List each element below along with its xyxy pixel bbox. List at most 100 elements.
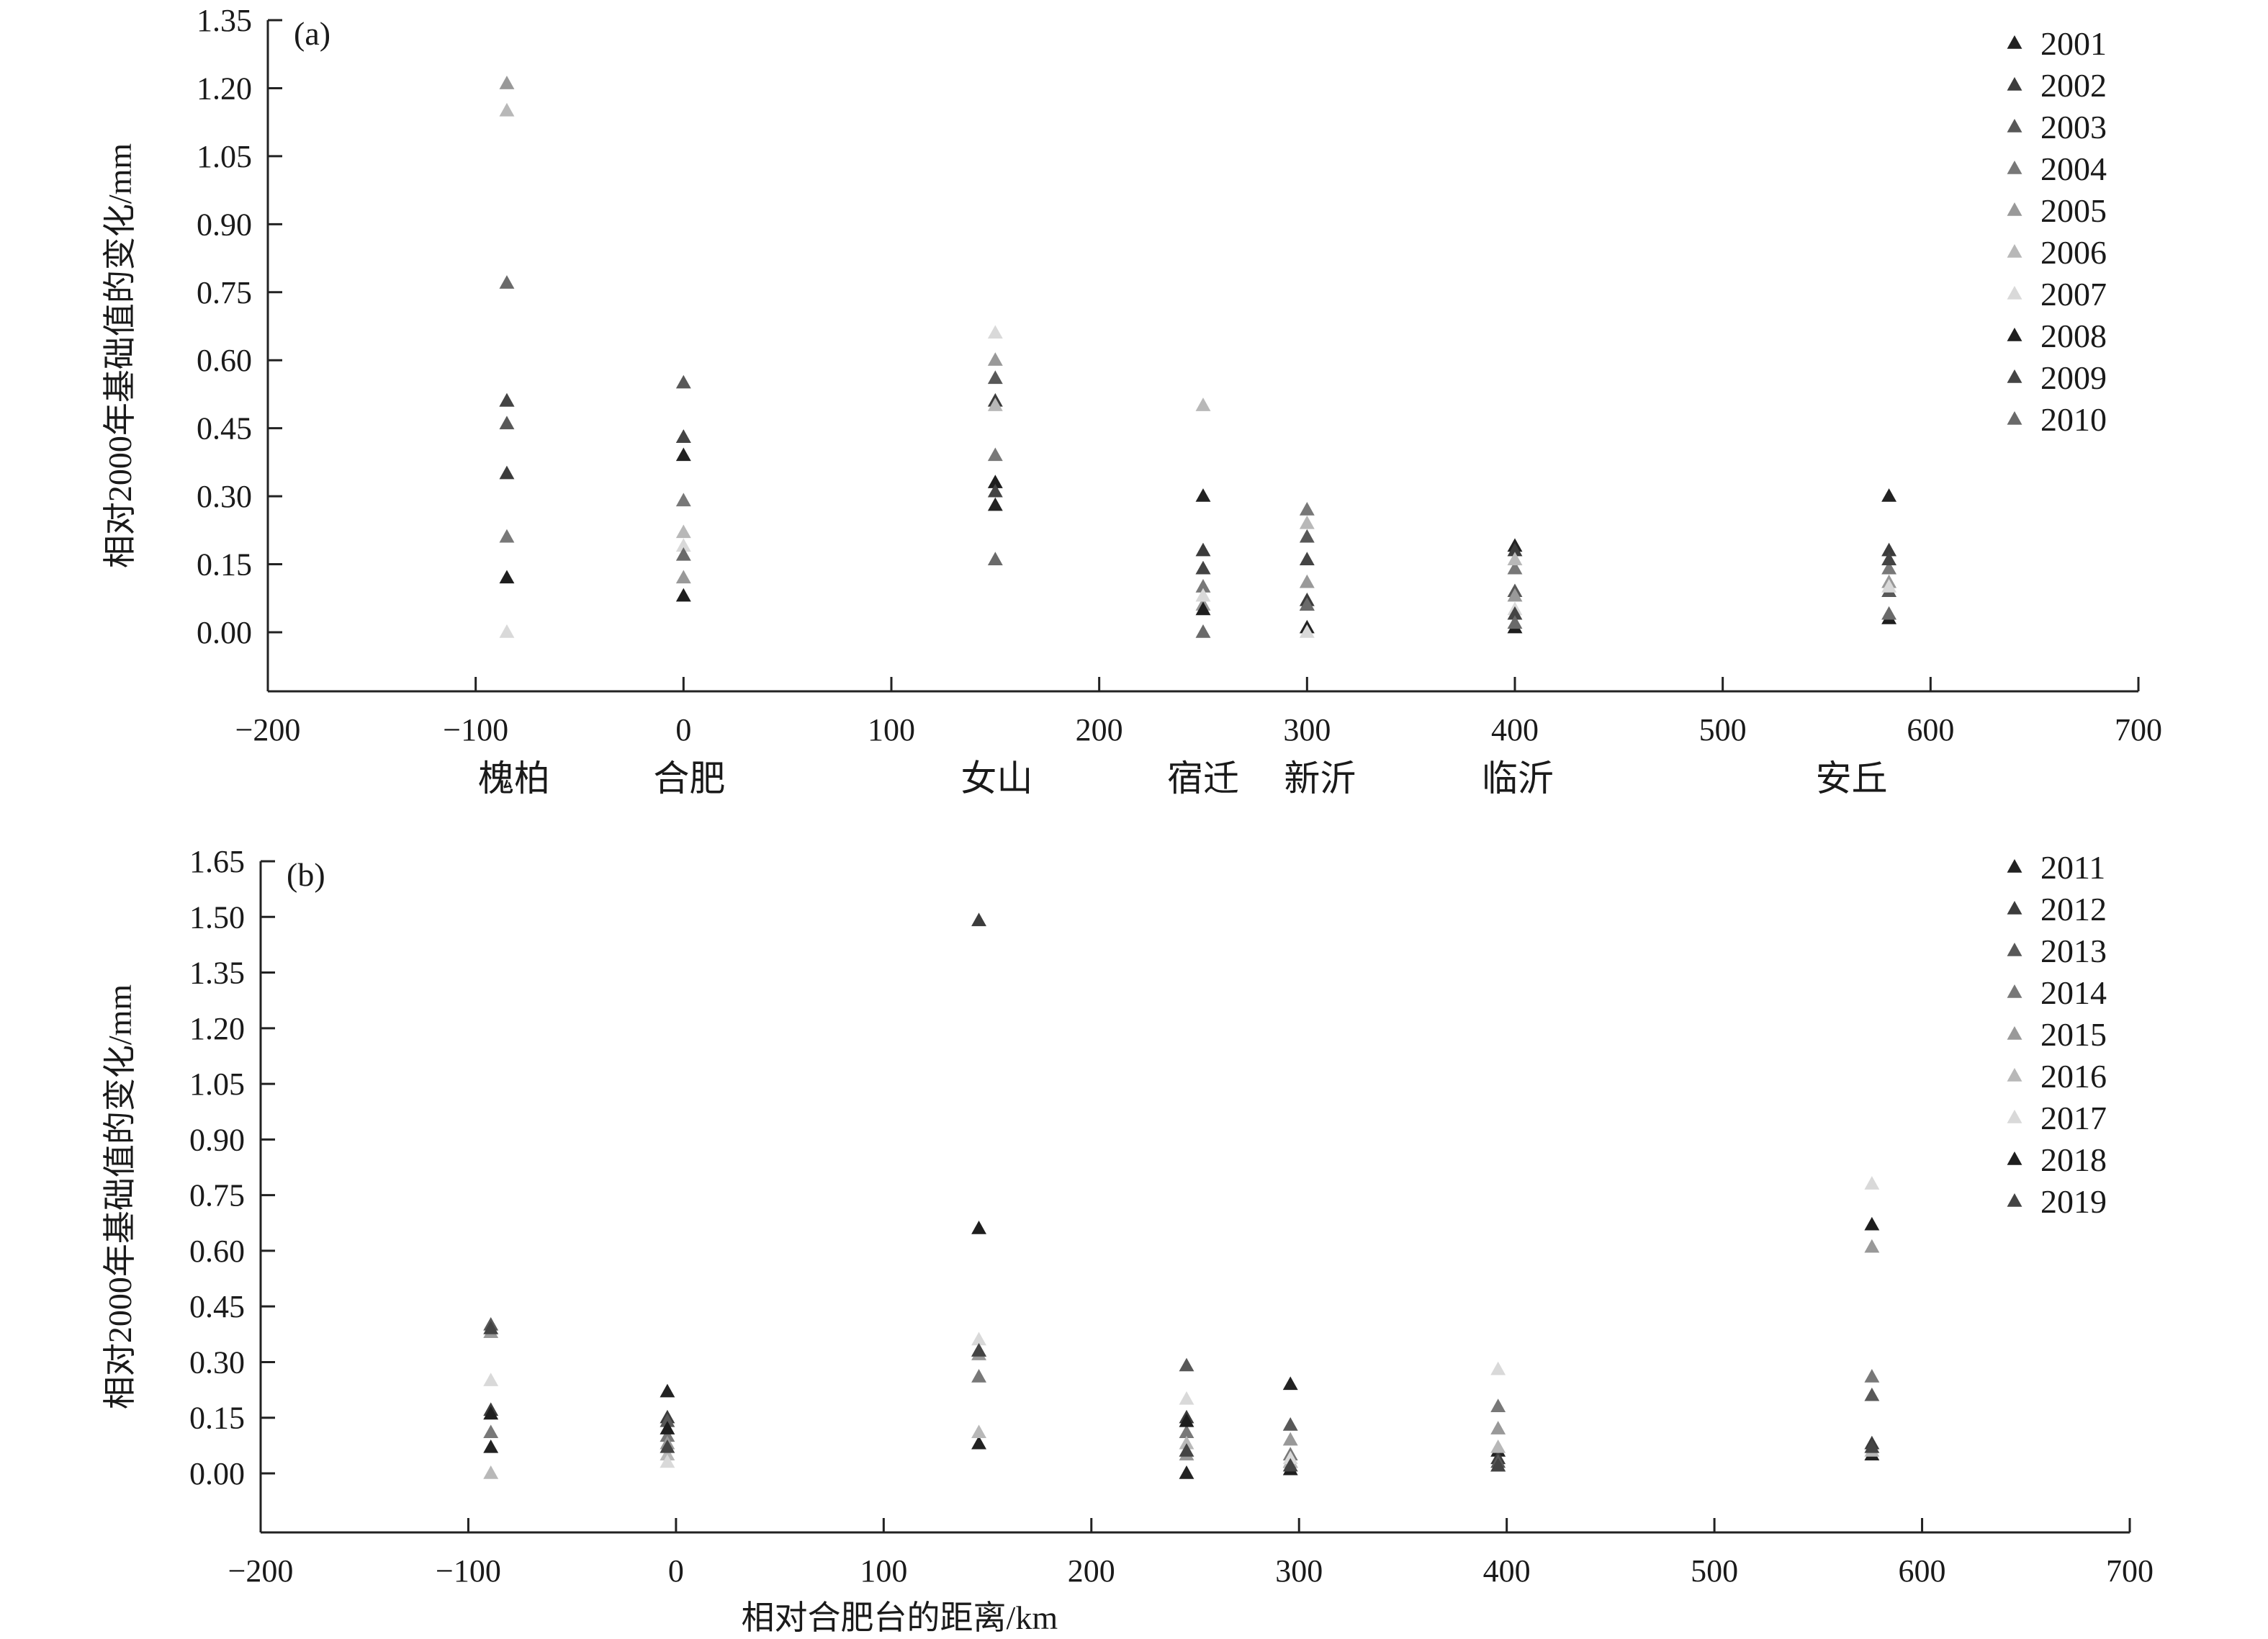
x-axis-title: 相对合肥台的距离/km xyxy=(742,1599,1058,1636)
series-2006 xyxy=(499,102,1897,620)
x-tick-label: 700 xyxy=(2115,712,2162,747)
series-2001 xyxy=(499,392,1897,634)
data-point xyxy=(1490,1421,1506,1434)
legend-marker xyxy=(2007,1151,2022,1165)
legend-marker xyxy=(2007,286,2022,300)
data-point xyxy=(1864,1439,1880,1453)
legend-marker xyxy=(2007,1193,2022,1207)
y-tick-label: 0.90 xyxy=(197,207,252,242)
x-tick-label: 600 xyxy=(1907,712,1954,747)
data-point xyxy=(1864,1239,1880,1253)
data-point xyxy=(1507,542,1523,557)
legend-entry: 2008 xyxy=(2040,318,2107,354)
x-tick-label: 300 xyxy=(1275,1553,1323,1589)
data-point xyxy=(675,538,691,552)
series-2012 xyxy=(483,912,1880,1468)
y-tick-label: 0.30 xyxy=(197,479,252,514)
series-2018 xyxy=(483,1216,1880,1476)
data-point xyxy=(987,325,1003,339)
legend-entry: 2002 xyxy=(2040,67,2107,104)
data-point xyxy=(483,1424,499,1439)
legend-entry: 2019 xyxy=(2040,1183,2107,1220)
data-point xyxy=(1864,1369,1880,1383)
x-tick-label: −100 xyxy=(443,712,508,747)
data-point xyxy=(1179,1391,1194,1405)
data-point xyxy=(1179,1443,1194,1457)
legend-marker xyxy=(2007,328,2022,341)
legend-entry: 2012 xyxy=(2040,891,2107,928)
series-2017 xyxy=(483,1176,1880,1468)
station-label: 槐柏 xyxy=(478,758,550,799)
y-tick-label: 1.50 xyxy=(189,899,245,935)
data-point xyxy=(971,1369,987,1383)
data-point xyxy=(675,447,691,462)
legend-entry: 2014 xyxy=(2040,974,2107,1011)
data-point xyxy=(1507,615,1523,629)
y-axis-title: 相对2000年基础值的变化/mm xyxy=(102,143,138,569)
data-point xyxy=(675,588,691,602)
x-tick-label: −200 xyxy=(235,712,301,747)
legend-marker xyxy=(2007,1026,2022,1040)
data-point xyxy=(499,416,515,430)
data-point xyxy=(1507,606,1523,620)
station-label: 新沂 xyxy=(1284,758,1356,799)
y-axis-title: 相对2000年基础值的变化/mm xyxy=(102,984,138,1410)
y-tick-label: 1.05 xyxy=(189,1067,245,1102)
y-tick-label: 0.45 xyxy=(197,411,252,446)
legend-marker xyxy=(2007,244,2022,258)
legend: 2011 2012 2013 2014 2015 2016 2017 2018 2019 xyxy=(2007,849,2107,1220)
data-point xyxy=(499,624,515,638)
data-point xyxy=(675,493,691,507)
series-2011 xyxy=(483,1376,1880,1479)
data-point xyxy=(1299,597,1315,611)
station-label: 安丘 xyxy=(1816,758,1888,799)
data-point xyxy=(971,1435,987,1450)
panel-label: (b) xyxy=(287,856,325,893)
y-tick-label: 1.05 xyxy=(197,139,252,174)
x-tick-label: 400 xyxy=(1491,712,1539,747)
x-tick-label: −100 xyxy=(436,1553,501,1589)
x-tick-label: 600 xyxy=(1899,1553,1946,1589)
data-point xyxy=(1195,588,1211,602)
data-point xyxy=(1282,1458,1298,1472)
legend-marker xyxy=(2007,119,2022,133)
x-tick-label: 200 xyxy=(1076,712,1123,747)
data-point xyxy=(1195,488,1211,502)
panel-a: 0.00 0.15 0.30 0.45 0.60 0.75 0.90 1.05 1.20 1.35… xyxy=(102,3,2162,799)
data-point xyxy=(675,429,691,443)
legend-entry: 2005 xyxy=(2040,192,2107,229)
legend-marker xyxy=(2007,859,2022,873)
legend-entry: 2004 xyxy=(2040,151,2107,187)
data-point xyxy=(1299,574,1315,588)
y-tick-label: 0.90 xyxy=(189,1122,245,1157)
station-label: 女山 xyxy=(960,758,1032,799)
data-point xyxy=(971,1424,987,1439)
series-2019 xyxy=(483,1321,1880,1472)
data-point xyxy=(660,1413,675,1427)
x-tick-label: 0 xyxy=(668,1553,684,1589)
data-point xyxy=(1881,579,1897,593)
legend-marker xyxy=(2007,943,2022,956)
panel-b: 0.00 0.15 0.30 0.45 0.60 0.75 0.90 1.05 1.20 1.35… xyxy=(102,844,2154,1636)
data-point xyxy=(1195,624,1211,638)
data-point xyxy=(1490,1361,1506,1375)
y-tick-label: 1.20 xyxy=(197,71,252,106)
legend: 2001 2002 2003 2004 2005 2006 2007 2008 2009 2010 xyxy=(2007,25,2107,438)
y-tick-label: 0.00 xyxy=(189,1456,245,1491)
legend-marker xyxy=(2007,161,2022,174)
data-point xyxy=(1282,1376,1298,1391)
data-point xyxy=(499,76,515,89)
station-label: 临沂 xyxy=(1482,758,1554,799)
data-point xyxy=(1507,560,1523,575)
legend-marker xyxy=(2007,984,2022,998)
data-point xyxy=(675,524,691,539)
data-point xyxy=(971,1332,987,1346)
data-point xyxy=(1195,542,1211,557)
data-point xyxy=(1881,488,1897,502)
data-point xyxy=(1282,1417,1298,1431)
legend-entry: 2001 xyxy=(2040,25,2107,62)
y-tick-label: 0.75 xyxy=(189,1178,245,1213)
station-label: 宿迁 xyxy=(1167,758,1239,799)
legend-entry: 2018 xyxy=(2040,1141,2107,1178)
data-point xyxy=(499,529,515,543)
